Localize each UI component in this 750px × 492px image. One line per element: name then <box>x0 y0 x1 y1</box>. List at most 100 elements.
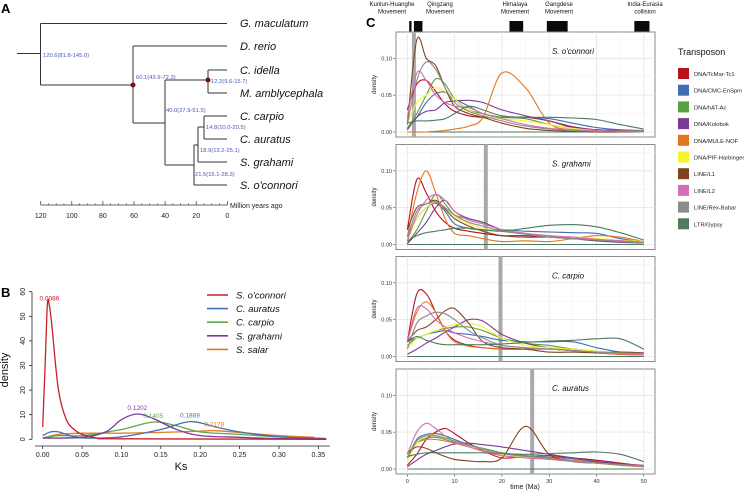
time-axis-label: Million years ago <box>230 203 283 210</box>
ks-curve-cauratus <box>42 420 327 440</box>
x-axis-label: time (Ma) <box>510 484 540 491</box>
tree-branches <box>17 23 227 186</box>
legend-label: DNA/hAT-Ac <box>694 105 727 111</box>
node-age-label: 60.1(43.9-72.3) <box>136 75 176 81</box>
panel-label-c: C <box>366 15 376 30</box>
facet-cauratus: 0.00 0.05 0.10 density C. auratus 0 10 20 30 40 50 <box>372 368 656 485</box>
legend-label: C. carpio <box>236 318 274 329</box>
y-tick-label: 0.00 <box>381 130 392 136</box>
legend-swatch <box>678 68 689 79</box>
axis-tick-label: 80 <box>99 213 107 220</box>
legend-swatch <box>678 218 689 230</box>
y-tick-label: 0.00 <box>381 355 392 361</box>
legend-label: S. grahami <box>236 331 283 342</box>
species-label: M. amblycephala <box>240 88 323 100</box>
density-curve-line-rex-babar <box>406 201 644 244</box>
ks-axes: 0 10 20 30 40 50 60 0.00 0.05 0.10 0.15 0.20 0.25 0.3… <box>20 288 330 459</box>
y-axis-label: density <box>372 299 378 318</box>
legend-swatch <box>678 101 689 113</box>
y-tick-label: 0.10 <box>381 281 392 287</box>
transposon-legend: Transposon DNA/TcMar-Tc1 DNA/CMC-EnSpm DNA… <box>678 47 744 230</box>
legend-title: Transposon <box>678 47 725 57</box>
axis-tick-label: 120 <box>35 213 47 220</box>
x-tick-label: 0 <box>406 479 409 485</box>
legend-label: S. salar <box>236 345 269 356</box>
event-bar <box>546 21 568 32</box>
axis-tick-label: 60 <box>130 213 138 220</box>
panel-label-a: A <box>1 1 11 16</box>
branch-root <box>17 23 227 86</box>
facet-soconnori: 0.00 0.05 0.10 density S. o'connori <box>372 31 656 138</box>
x-axis-label: Ks <box>175 461 188 473</box>
legend-label: DNA/Kolobok <box>694 122 729 128</box>
legend-label: S. o'connori <box>236 291 287 302</box>
x-tick-label: 0.10 <box>115 452 129 459</box>
divergence-time-bar <box>530 369 535 474</box>
node-age-label: 14.8(10.0-20.5) <box>206 125 246 131</box>
calibration-node-dot <box>205 77 211 83</box>
divergence-time-bar <box>483 144 488 250</box>
density-curve-line-rex-babar <box>406 311 644 355</box>
node-age-label: 18.9(13.2-25.1) <box>200 148 240 154</box>
event-label: Movement <box>426 10 454 16</box>
density-curve-ltr-gypsy <box>407 336 645 350</box>
event-label: collision <box>634 10 655 16</box>
facet-species-label: C. carpio <box>552 272 585 281</box>
event-bar <box>634 21 650 32</box>
y-tick-label: 0 <box>20 437 27 441</box>
y-tick-label: 60 <box>20 288 27 296</box>
legend-label: DNA/CMC-EnSpm <box>694 89 742 95</box>
species-label: C. idella <box>240 65 280 77</box>
density-curve-ltr-gypsy <box>407 223 644 242</box>
x-tick-label: 0.00 <box>36 452 50 459</box>
y-tick-label: 0.05 <box>381 430 392 436</box>
axis-tick-label: 20 <box>192 213 200 220</box>
panel-c-transposon-density: C Kunlun-Huanghe Movement Qingzang Movement… <box>366 2 744 491</box>
facet-ccarpio: 0.00 0.05 0.10 density C. carpio <box>372 256 656 362</box>
x-tick-label: 0.35 <box>312 452 326 459</box>
species-label: D. rerio <box>240 41 276 53</box>
y-tick-label: 0.05 <box>381 318 392 324</box>
event-bar <box>409 21 412 32</box>
legend-label: LINE/L1 <box>694 172 715 178</box>
x-tick-label: 0.25 <box>233 452 247 459</box>
density-curve-ltr-gypsy <box>407 105 644 130</box>
x-tick-label: 40 <box>593 479 599 485</box>
ks-curve-soconnori <box>42 298 327 440</box>
density-curve-line-rex-babar <box>406 61 644 133</box>
legend-swatch <box>678 84 689 96</box>
density-curve-dna-mule-nof <box>406 170 644 243</box>
density-curve-dna-pif-harbinger <box>406 322 644 355</box>
density-curve-line-rex-babar <box>406 434 644 467</box>
y-axis-label: density <box>372 412 378 431</box>
event-label: Kunlun-Huanghe <box>369 2 415 8</box>
facet-species-label: S. grahami <box>552 160 591 169</box>
density-curve-line-l2 <box>406 70 644 132</box>
event-label: Movement <box>545 10 573 16</box>
density-curve-dna-kolobok <box>406 99 644 132</box>
y-tick-label: 0.10 <box>381 393 392 399</box>
event-label: Himalaya <box>502 2 528 8</box>
y-tick-label: 50 <box>20 312 27 320</box>
y-tick-label: 10 <box>20 411 27 419</box>
density-curve-ltr-gypsy <box>407 451 644 463</box>
y-tick-label: 0.00 <box>381 467 392 473</box>
x-tick-label: 0.20 <box>193 452 207 459</box>
x-tick-label: 10 <box>452 479 458 485</box>
legend-label: DNA/PIF-Harbinger <box>694 156 744 162</box>
event-label: Gangdese <box>545 2 573 8</box>
legend-swatch <box>678 118 689 130</box>
density-curve-line-l1 <box>406 36 644 133</box>
x-tick-label: 0.30 <box>272 452 286 459</box>
legend-label: C. auratus <box>236 304 280 315</box>
legend-label: LINE/Rex-Babar <box>694 206 736 212</box>
density-curve-line-l2 <box>406 193 644 243</box>
x-tick-label: 20 <box>499 479 505 485</box>
legend-swatch <box>678 201 689 213</box>
event-label: India-Eurasia <box>627 2 663 8</box>
legend-swatch <box>678 134 689 146</box>
species-label: C. auratus <box>240 134 291 146</box>
